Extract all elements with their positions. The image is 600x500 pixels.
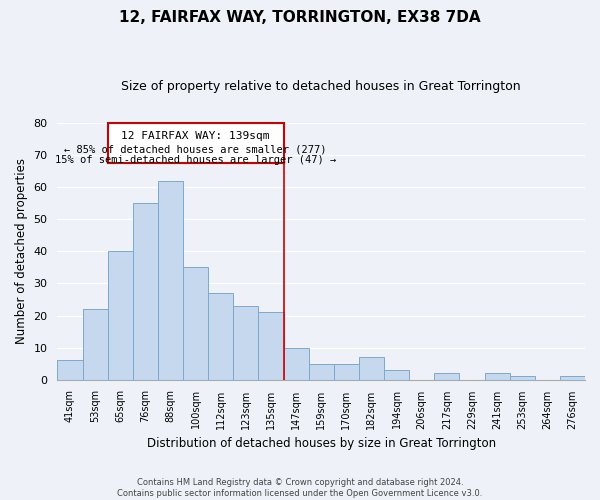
Title: Size of property relative to detached houses in Great Torrington: Size of property relative to detached ho… bbox=[121, 80, 521, 93]
Bar bbox=[259, 312, 284, 380]
Bar bbox=[58, 360, 83, 380]
Bar bbox=[284, 348, 308, 380]
Bar bbox=[158, 181, 183, 380]
Bar bbox=[233, 306, 259, 380]
Bar bbox=[83, 309, 107, 380]
Text: 15% of semi-detached houses are larger (47) →: 15% of semi-detached houses are larger (… bbox=[55, 156, 336, 166]
X-axis label: Distribution of detached houses by size in Great Torrington: Distribution of detached houses by size … bbox=[146, 437, 496, 450]
Y-axis label: Number of detached properties: Number of detached properties bbox=[15, 158, 28, 344]
Bar bbox=[434, 373, 460, 380]
Bar bbox=[107, 252, 133, 380]
Bar bbox=[133, 204, 158, 380]
Bar bbox=[485, 373, 509, 380]
Bar bbox=[308, 364, 334, 380]
Bar bbox=[384, 370, 409, 380]
FancyBboxPatch shape bbox=[107, 124, 284, 164]
Text: 12 FAIRFAX WAY: 139sqm: 12 FAIRFAX WAY: 139sqm bbox=[121, 130, 270, 140]
Bar bbox=[509, 376, 535, 380]
Bar bbox=[359, 357, 384, 380]
Bar bbox=[334, 364, 359, 380]
Bar bbox=[208, 293, 233, 380]
Text: Contains HM Land Registry data © Crown copyright and database right 2024.
Contai: Contains HM Land Registry data © Crown c… bbox=[118, 478, 482, 498]
Text: ← 85% of detached houses are smaller (277): ← 85% of detached houses are smaller (27… bbox=[64, 144, 327, 154]
Bar bbox=[183, 268, 208, 380]
Bar bbox=[560, 376, 585, 380]
Text: 12, FAIRFAX WAY, TORRINGTON, EX38 7DA: 12, FAIRFAX WAY, TORRINGTON, EX38 7DA bbox=[119, 10, 481, 25]
